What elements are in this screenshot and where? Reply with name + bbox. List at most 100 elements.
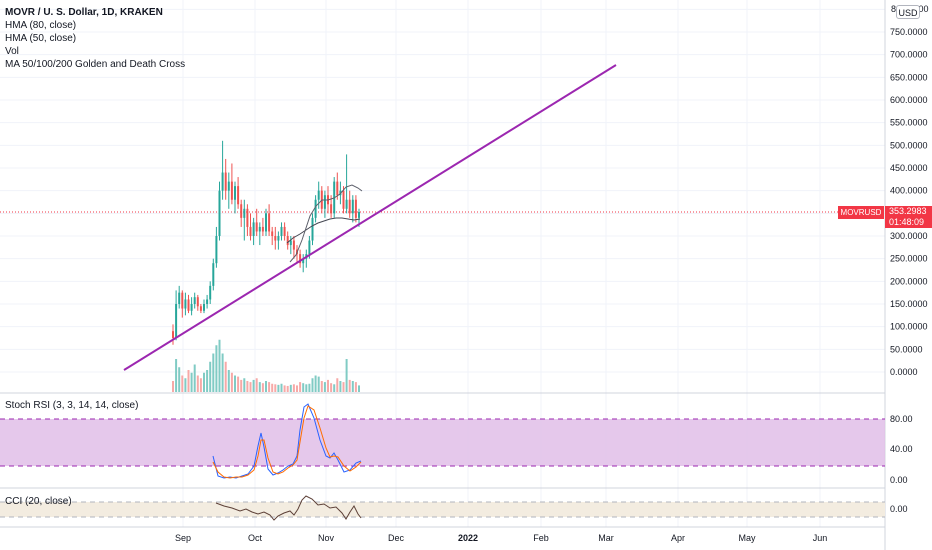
price-label: 100.0000 xyxy=(890,322,928,332)
trendline[interactable] xyxy=(123,64,617,371)
stoch-rsi-label[interactable]: Stoch RSI (3, 3, 14, 14, close) xyxy=(5,400,139,411)
volume-bar xyxy=(199,378,202,392)
candle-body xyxy=(330,204,333,214)
volume-bar xyxy=(320,381,323,392)
candle-body xyxy=(190,304,193,311)
volume-bar xyxy=(280,383,283,392)
volume-bars xyxy=(172,339,360,392)
volume-bar xyxy=(283,385,286,392)
stoch-rsi-axis-labels: 80.00 40.00 0.00 xyxy=(890,414,913,485)
volume-bar xyxy=(234,375,236,392)
volume-bar xyxy=(203,372,205,392)
volume-bar xyxy=(230,372,233,392)
volume-bar xyxy=(190,372,193,392)
price-label: 0.0000 xyxy=(890,367,918,377)
candle-body xyxy=(345,199,348,209)
cci-label[interactable]: CCI (20, close) xyxy=(5,496,72,507)
price-label: 400.0000 xyxy=(890,186,928,196)
candle-body xyxy=(271,231,274,236)
volume-bar xyxy=(354,382,357,392)
volume-bar xyxy=(277,384,280,392)
symbol-title[interactable]: MOVR / U. S. Dollar, 1D, KRAKEN xyxy=(5,7,163,18)
candle-body xyxy=(286,236,289,246)
candle-body xyxy=(209,285,212,300)
price-label: 200.0000 xyxy=(890,276,928,286)
time-label: Feb xyxy=(533,533,549,543)
indicator-volume[interactable]: Vol xyxy=(5,46,19,57)
time-axis-labels: Sep Oct Nov Dec 2022 Feb Mar Apr May Jun xyxy=(175,533,827,543)
volume-bar xyxy=(178,367,181,392)
volume-bar xyxy=(265,381,267,392)
stoch-rsi-d-line xyxy=(212,405,362,479)
candlestick-series[interactable] xyxy=(172,140,360,345)
candle-body xyxy=(299,254,302,264)
volume-bar xyxy=(252,379,255,392)
candle-body xyxy=(323,195,326,209)
candle-body xyxy=(243,208,246,218)
volume-bar xyxy=(302,383,305,392)
volume-bar xyxy=(286,385,289,392)
candle-body xyxy=(342,190,345,209)
candle-body xyxy=(234,186,236,200)
stoch-rsi-axis-label: 80.00 xyxy=(890,414,913,424)
volume-bar xyxy=(224,361,227,392)
indicator-ma-cross[interactable]: MA 50/100/200 Golden and Death Cross xyxy=(5,59,186,70)
candle-body xyxy=(193,297,196,304)
volume-bar xyxy=(218,339,221,392)
volume-bar xyxy=(327,379,329,392)
candle-body xyxy=(227,181,230,191)
indicator-hma-80[interactable]: HMA (80, close) xyxy=(5,20,77,31)
indicator-hma-50[interactable]: HMA (50, close) xyxy=(5,33,77,44)
volume-bar xyxy=(175,359,178,392)
volume-bar xyxy=(296,385,298,392)
volume-bar xyxy=(261,383,264,392)
volume-bar xyxy=(351,381,354,392)
volume-bar xyxy=(187,370,190,392)
candle-body xyxy=(261,226,264,232)
time-label: 2022 xyxy=(458,533,478,543)
volume-bar xyxy=(314,375,317,392)
candle-body xyxy=(252,222,255,236)
time-label: Nov xyxy=(318,533,335,543)
price-label: 300.0000 xyxy=(890,231,928,241)
candle-body xyxy=(258,226,261,232)
volume-bar xyxy=(181,375,184,392)
volume-bar xyxy=(274,384,277,392)
volume-bar xyxy=(323,382,326,392)
volume-bar xyxy=(345,359,348,392)
candle-body xyxy=(230,181,233,200)
stoch-rsi-axis-label: 0.00 xyxy=(890,475,908,485)
price-label: 550.0000 xyxy=(890,118,928,128)
candle-body xyxy=(237,186,240,205)
stoch-rsi-k-line xyxy=(212,403,362,479)
candle-body xyxy=(184,299,187,309)
volume-bar xyxy=(172,381,174,392)
candle-body xyxy=(336,181,339,196)
volume-bar xyxy=(246,381,249,392)
cci-axis-label: 0.00 xyxy=(890,504,908,514)
volume-bar xyxy=(317,376,320,392)
price-label: 650.0000 xyxy=(890,72,928,82)
candle-body xyxy=(221,172,224,191)
candle-body xyxy=(240,204,243,218)
volume-bar xyxy=(311,378,314,392)
candle-body xyxy=(224,172,227,191)
candle-body xyxy=(178,292,181,304)
legend: MOVR / U. S. Dollar, 1D, KRAKEN HMA (80,… xyxy=(5,6,185,71)
price-label: 50.0000 xyxy=(890,344,923,354)
volume-bar xyxy=(330,383,333,392)
candle-body xyxy=(317,190,320,200)
candle-body xyxy=(354,199,357,218)
candle-body xyxy=(274,236,277,241)
time-label: Jun xyxy=(813,533,828,543)
current-price-badge: 353.2983 01:48:09 xyxy=(885,206,932,228)
hma-50-line xyxy=(289,184,363,263)
hma-80-line xyxy=(286,217,361,244)
volume-bar xyxy=(209,361,212,392)
candle-body xyxy=(255,222,258,232)
candle-body xyxy=(289,240,292,246)
volume-bar xyxy=(299,382,302,392)
currency-button[interactable]: USD xyxy=(896,5,920,19)
candle-body xyxy=(348,199,351,214)
